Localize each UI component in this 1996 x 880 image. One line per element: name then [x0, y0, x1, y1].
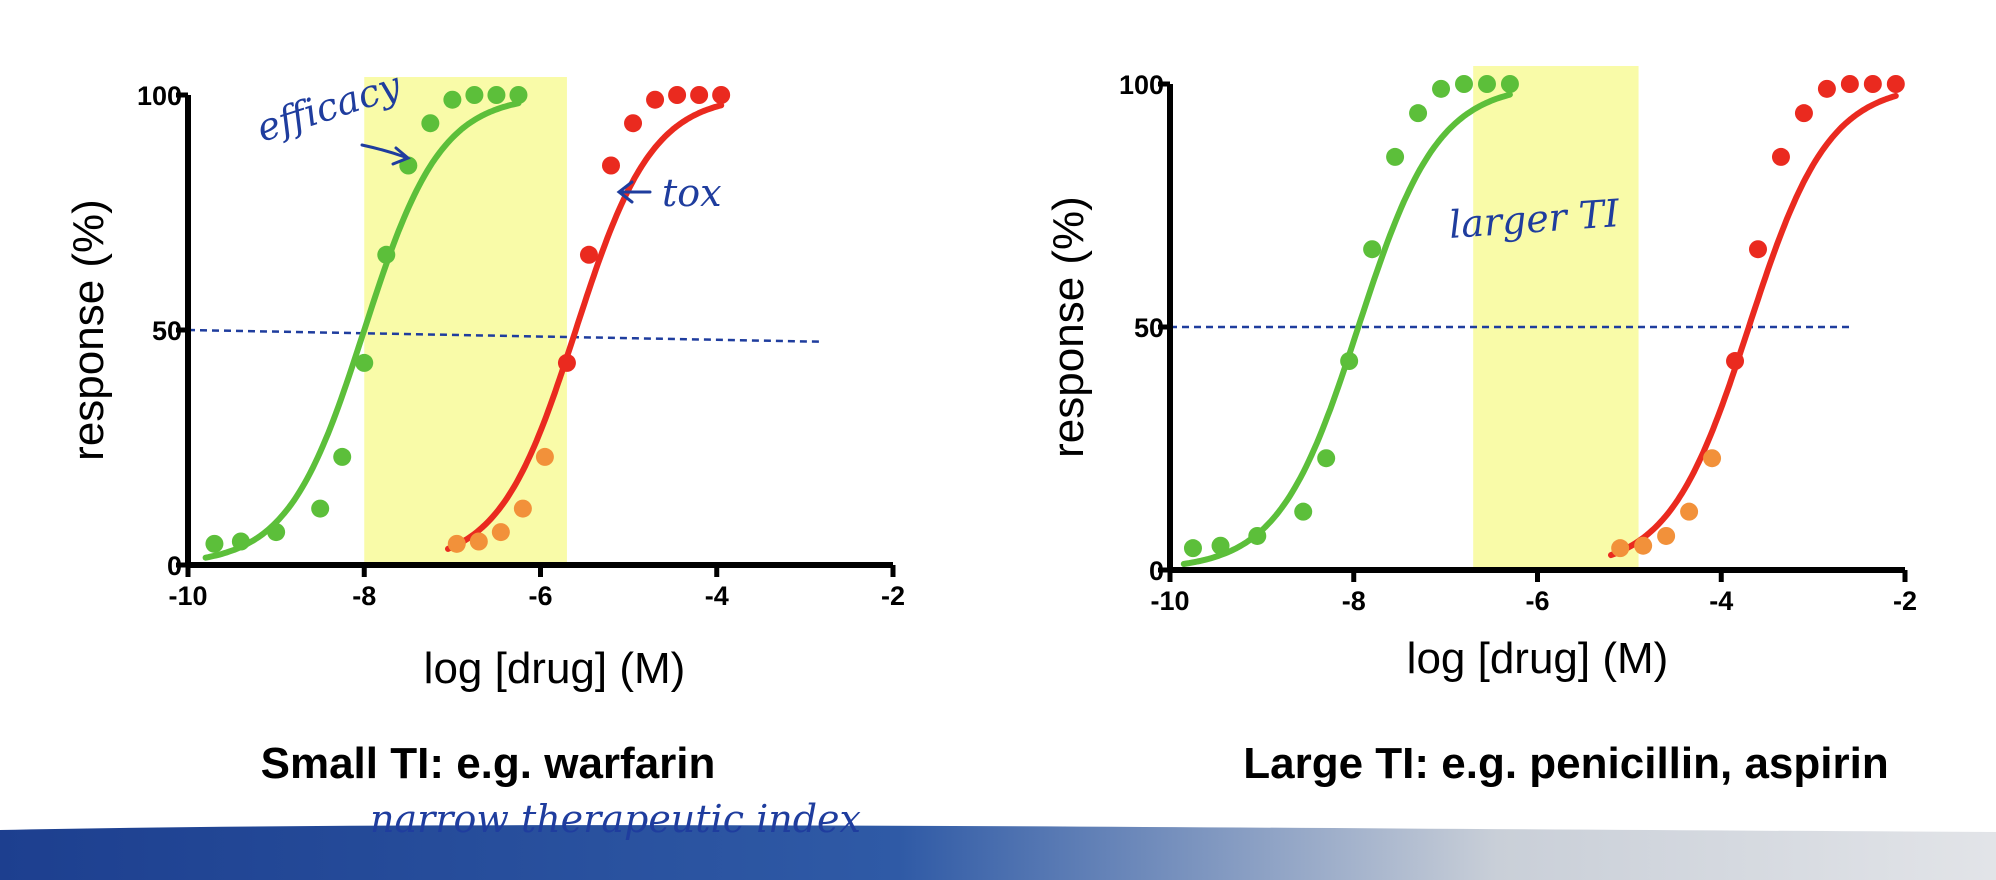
tox-data-point	[1886, 75, 1905, 93]
x-tick-label: -6	[528, 581, 552, 611]
y-tick-label: 100	[1119, 70, 1164, 100]
tox-data-point	[579, 245, 598, 264]
tox-curve	[445, 102, 725, 552]
x-tick-label: -8	[352, 581, 376, 611]
tox-data-point	[1794, 104, 1813, 123]
efficacy-arrow-icon	[360, 143, 411, 166]
efficacy-data-point	[421, 114, 440, 133]
efficacy-data-point	[311, 499, 330, 518]
tox-data-point	[1680, 502, 1699, 521]
efficacy-data-point	[1477, 75, 1496, 93]
efficacy-data-point	[231, 532, 250, 551]
efficacy-data-point	[487, 86, 506, 104]
half-max-reference-line	[187, 328, 823, 343]
tox-data-point	[1726, 352, 1745, 371]
efficacy-data-point	[1500, 75, 1519, 93]
efficacy-curve	[202, 100, 522, 561]
therapeutic-window	[364, 77, 567, 565]
efficacy-data-point	[355, 353, 374, 372]
tox-data-point	[646, 90, 665, 109]
efficacy-data-point	[1432, 79, 1451, 98]
y-axis-label: response (%)	[64, 199, 113, 461]
y-axis-label: response (%)	[1044, 196, 1093, 458]
x-axis-label: log [drug] (M)	[424, 644, 686, 693]
x-tick-label: -2	[1893, 586, 1917, 616]
tox-data-point	[1771, 147, 1790, 166]
tox-data-point	[557, 353, 576, 372]
tox-data-point	[513, 499, 532, 518]
tox-data-point	[447, 534, 466, 553]
tox-data-point	[668, 86, 687, 104]
tox-data-point	[1703, 449, 1722, 468]
tox-data-point	[535, 447, 554, 466]
efficacy-data-point	[267, 523, 286, 542]
efficacy-data-point	[509, 86, 528, 104]
tox-data-point	[1634, 536, 1653, 555]
y-tick-label: 0	[167, 551, 182, 581]
tox-data-point	[602, 156, 620, 175]
narrow-ti-annotation: narrow therapeutic index	[370, 797, 861, 841]
y-tick-label: 50	[152, 316, 182, 346]
efficacy-data-point	[1211, 536, 1230, 555]
x-tick-label: -4	[1709, 586, 1733, 616]
tox-data-point	[1749, 240, 1767, 259]
efficacy-data-point	[1294, 502, 1313, 521]
x-tick-label: -10	[1150, 586, 1189, 616]
tox-data-point	[1657, 526, 1676, 545]
chart-large-ti: -10 -8 -6 -4 -2 0 50 100 log [drug] (M) respons…	[1044, 66, 1917, 788]
tox-data-point	[690, 86, 709, 104]
efficacy-data-point	[377, 245, 396, 264]
efficacy-data-point	[1409, 104, 1428, 123]
x-tick-label: -2	[881, 581, 905, 611]
efficacy-data-point	[1363, 240, 1382, 259]
x-tick-label: -6	[1525, 586, 1549, 616]
tox-data-point	[1817, 79, 1836, 98]
efficacy-data-point	[1183, 539, 1202, 558]
x-tick-label: -4	[705, 581, 729, 611]
chart-title: Small TI: e.g. warfarin	[261, 739, 716, 788]
tox-curve	[1608, 92, 1899, 559]
efficacy-data-point	[443, 90, 462, 109]
y-tick-label: 0	[1149, 556, 1164, 586]
footer-band	[0, 825, 1996, 880]
y-tick-label: 100	[137, 81, 182, 111]
efficacy-data-point	[1340, 352, 1359, 371]
efficacy-data-point	[205, 534, 224, 553]
efficacy-data-point	[333, 447, 352, 466]
tox-data-point	[1611, 539, 1630, 558]
efficacy-curve	[1180, 91, 1513, 567]
x-tick-label: -8	[1342, 586, 1366, 616]
efficacy-data-point	[1317, 449, 1336, 468]
x-tick-label: -10	[168, 581, 207, 611]
tox-data-point	[712, 86, 731, 104]
therapeutic-window	[1473, 66, 1639, 570]
efficacy-data-point	[465, 86, 484, 104]
tox-data-point	[624, 114, 643, 133]
efficacy-data-point	[1386, 147, 1405, 166]
efficacy-data-point	[1455, 75, 1473, 93]
tox-data-point	[469, 532, 488, 551]
tox-data-point	[1840, 75, 1859, 93]
tox-arrow-icon	[616, 180, 652, 204]
x-axis-label: log [drug] (M)	[1407, 634, 1669, 683]
tox-data-point	[491, 523, 510, 542]
chart-small-ti: -10 -8 -6 -4 -2 0 50 100 log [drug] (M) respons…	[64, 77, 905, 788]
tox-data-point	[1863, 75, 1882, 93]
tox-annotation: tox	[662, 171, 722, 215]
y-tick-label: 50	[1134, 313, 1164, 343]
chart-title: Large TI: e.g. penicillin, aspirin	[1243, 739, 1888, 788]
efficacy-data-point	[1248, 526, 1267, 545]
